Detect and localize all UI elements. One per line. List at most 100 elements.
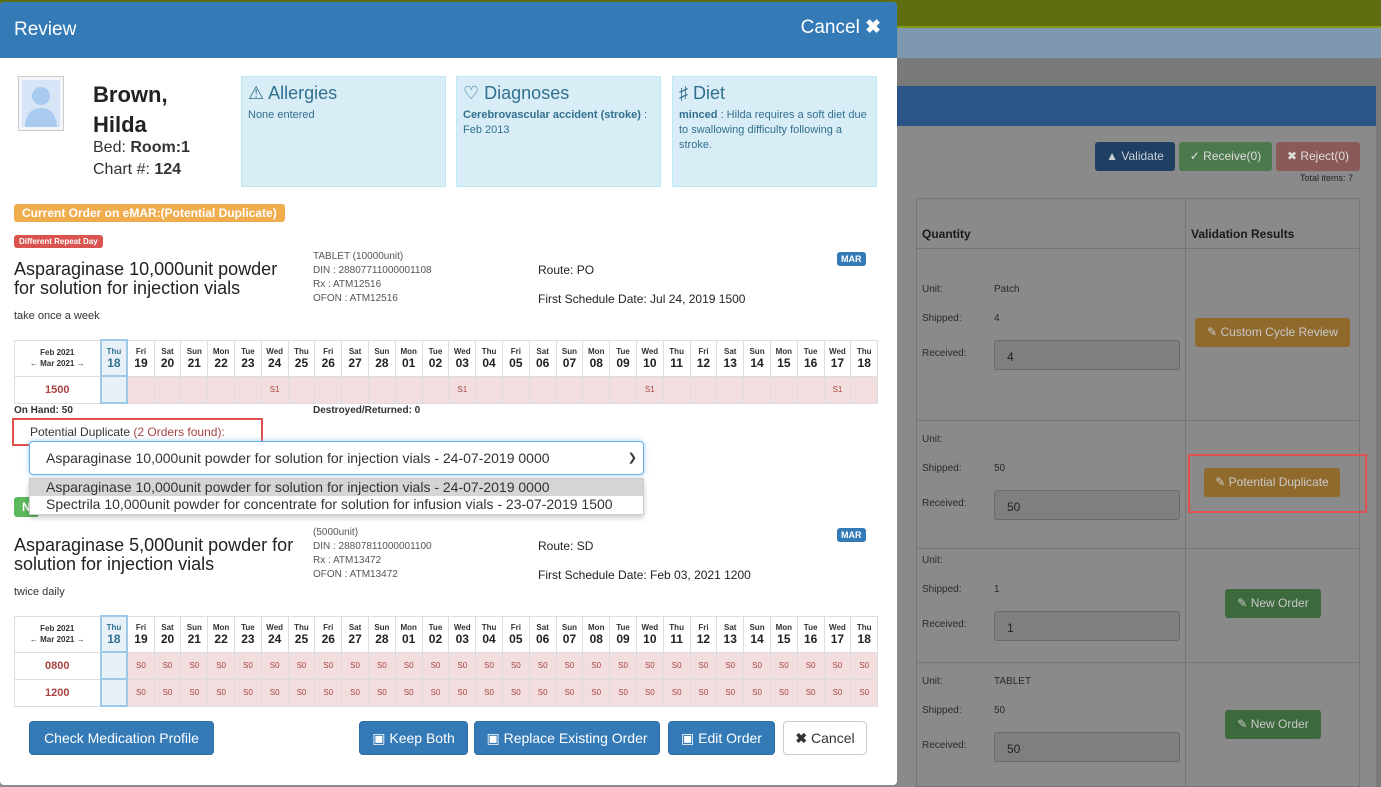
schedule-cell[interactable]: S0 bbox=[394, 651, 423, 680]
schedule-cell[interactable]: S1 bbox=[823, 375, 852, 404]
custom-cycle-review-button[interactable]: ✎ Custom Cycle Review bbox=[1195, 318, 1350, 347]
schedule-cell[interactable]: S0 bbox=[582, 651, 611, 680]
schedule-cell[interactable]: S0 bbox=[769, 651, 798, 680]
schedule-cell[interactable] bbox=[475, 375, 503, 404]
schedule-cell[interactable]: S0 bbox=[207, 651, 235, 680]
schedule-cell[interactable]: S0 bbox=[823, 678, 852, 707]
schedule-cell[interactable]: S0 bbox=[689, 651, 718, 680]
schedule-cell[interactable] bbox=[689, 375, 718, 404]
validate-button[interactable]: ▲ Validate bbox=[1095, 142, 1175, 171]
schedule-cell[interactable] bbox=[582, 375, 611, 404]
schedule-cell[interactable]: S1 bbox=[448, 375, 477, 404]
schedule-cell[interactable] bbox=[528, 375, 557, 404]
schedule-cell[interactable]: S0 bbox=[635, 678, 664, 707]
schedule-cell[interactable]: S0 bbox=[341, 678, 369, 707]
schedule-cell[interactable]: S1 bbox=[260, 375, 289, 404]
schedule-cell[interactable] bbox=[314, 375, 343, 404]
schedule-cell[interactable] bbox=[367, 375, 396, 404]
schedule-cell[interactable]: S0 bbox=[421, 651, 450, 680]
check-medication-profile-button[interactable]: Check Medication Profile bbox=[29, 721, 214, 755]
schedule-cell[interactable]: S0 bbox=[314, 678, 343, 707]
schedule-cell[interactable]: S0 bbox=[716, 678, 745, 707]
schedule-cell[interactable]: S0 bbox=[823, 651, 852, 680]
schedule-cell[interactable]: S0 bbox=[501, 678, 530, 707]
schedule-cell[interactable] bbox=[555, 375, 584, 404]
schedule-cell[interactable] bbox=[716, 375, 745, 404]
schedule-cell[interactable] bbox=[153, 375, 182, 404]
received-input[interactable]: 1 bbox=[994, 611, 1180, 641]
new-order-button[interactable]: ✎ New Order bbox=[1225, 710, 1321, 739]
duplicate-order-select[interactable]: Asparaginase 10,000unit powder for solut… bbox=[29, 441, 644, 475]
schedule-cell[interactable] bbox=[126, 375, 155, 404]
schedule-cell[interactable] bbox=[769, 375, 798, 404]
schedule-cell[interactable] bbox=[207, 375, 235, 404]
schedule-cell[interactable]: S0 bbox=[662, 651, 691, 680]
schedule-cell[interactable]: S0 bbox=[609, 678, 637, 707]
schedule-cell[interactable] bbox=[287, 375, 316, 404]
schedule-cell[interactable]: S0 bbox=[421, 678, 450, 707]
schedule-cell[interactable]: S0 bbox=[850, 678, 879, 707]
schedule-cell[interactable]: S0 bbox=[796, 651, 825, 680]
modal-cancel-button[interactable]: Cancel ✖ bbox=[801, 16, 881, 39]
schedule-cell[interactable]: S0 bbox=[153, 678, 182, 707]
schedule-cell[interactable]: S0 bbox=[501, 651, 530, 680]
schedule-cell[interactable]: S0 bbox=[287, 678, 316, 707]
schedule-cell[interactable]: S0 bbox=[635, 651, 664, 680]
schedule-cell[interactable]: S0 bbox=[662, 678, 691, 707]
cancel-button[interactable]: ✖ Cancel bbox=[783, 721, 867, 755]
schedule-cell[interactable] bbox=[421, 375, 450, 404]
received-input[interactable]: 50 bbox=[994, 732, 1180, 762]
schedule-cell[interactable] bbox=[662, 375, 691, 404]
schedule-cell[interactable]: S0 bbox=[287, 651, 316, 680]
schedule-cell[interactable]: S0 bbox=[475, 651, 503, 680]
schedule-cell[interactable]: S0 bbox=[743, 678, 771, 707]
schedule-cell[interactable]: S0 bbox=[314, 651, 343, 680]
new-order-button[interactable]: ✎ New Order bbox=[1225, 589, 1321, 618]
schedule-cell[interactable]: S0 bbox=[180, 651, 209, 680]
schedule-cell[interactable]: S0 bbox=[769, 678, 798, 707]
schedule-cell[interactable]: S0 bbox=[394, 678, 423, 707]
received-input[interactable]: 50 bbox=[994, 490, 1180, 520]
schedule-cell[interactable]: S0 bbox=[743, 651, 771, 680]
schedule-cell[interactable]: S0 bbox=[609, 651, 637, 680]
schedule-cell[interactable] bbox=[394, 375, 423, 404]
schedule-cell[interactable]: S0 bbox=[233, 651, 262, 680]
schedule-cell[interactable]: S0 bbox=[582, 678, 611, 707]
dropdown-option[interactable]: Spectrila 10,000unit powder for concentr… bbox=[46, 496, 613, 512]
schedule-cell[interactable]: S0 bbox=[180, 678, 209, 707]
schedule-cell[interactable]: S0 bbox=[716, 651, 745, 680]
potential-duplicate-button[interactable]: ✎ Potential Duplicate bbox=[1204, 468, 1340, 497]
schedule-cell[interactable] bbox=[180, 375, 209, 404]
schedule-cell[interactable]: S0 bbox=[367, 651, 396, 680]
schedule-cell[interactable]: S0 bbox=[448, 651, 477, 680]
edit-order-button[interactable]: ▣ Edit Order bbox=[668, 721, 775, 755]
schedule-cell[interactable]: S0 bbox=[448, 678, 477, 707]
schedule-cell[interactable]: S0 bbox=[126, 651, 155, 680]
schedule-cell[interactable]: S0 bbox=[555, 678, 584, 707]
schedule-cell[interactable]: S0 bbox=[233, 678, 262, 707]
schedule-cell[interactable] bbox=[233, 375, 262, 404]
schedule-cell[interactable]: S0 bbox=[850, 651, 879, 680]
schedule-cell[interactable]: S0 bbox=[689, 678, 718, 707]
keep-both-button[interactable]: ▣ Keep Both bbox=[359, 721, 468, 755]
schedule-cell[interactable] bbox=[341, 375, 369, 404]
schedule-cell[interactable]: S0 bbox=[528, 678, 557, 707]
schedule-cell[interactable]: S0 bbox=[555, 651, 584, 680]
schedule-cell[interactable]: S1 bbox=[635, 375, 664, 404]
schedule-cell[interactable] bbox=[501, 375, 530, 404]
schedule-cell[interactable] bbox=[99, 651, 129, 680]
schedule-cell[interactable]: S0 bbox=[367, 678, 396, 707]
schedule-cell[interactable]: S0 bbox=[475, 678, 503, 707]
received-input[interactable]: 4 bbox=[994, 340, 1180, 370]
schedule-cell[interactable]: S0 bbox=[260, 651, 289, 680]
schedule-cell[interactable] bbox=[609, 375, 637, 404]
reject-button[interactable]: ✖ Reject(0) bbox=[1276, 142, 1360, 171]
receive-button[interactable]: ✓ Receive(0) bbox=[1179, 142, 1272, 171]
schedule-cell[interactable] bbox=[743, 375, 771, 404]
schedule-cell[interactable]: S0 bbox=[153, 651, 182, 680]
schedule-cell[interactable]: S0 bbox=[260, 678, 289, 707]
replace-existing-order-button[interactable]: ▣ Replace Existing Order bbox=[474, 721, 660, 755]
schedule-cell[interactable] bbox=[850, 375, 879, 404]
schedule-cell[interactable] bbox=[99, 678, 129, 707]
schedule-cell[interactable]: S0 bbox=[796, 678, 825, 707]
